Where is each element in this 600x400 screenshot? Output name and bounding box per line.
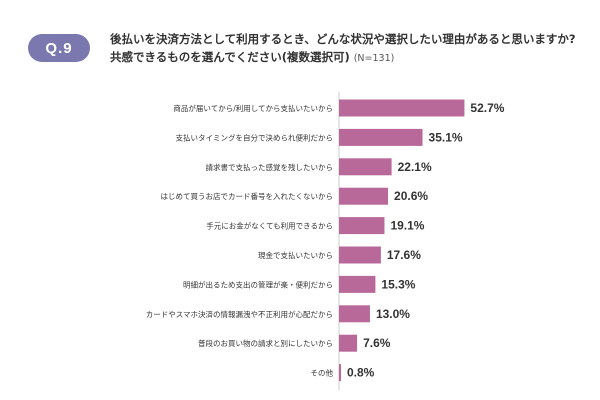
value-label: 19.1%: [390, 219, 424, 233]
value-label: 52.7%: [470, 101, 504, 115]
category-label: 支払いタイミングを自分で決められ便利だから: [176, 132, 334, 142]
value-label: 15.3%: [381, 277, 415, 291]
value-label: 17.6%: [387, 248, 421, 262]
bar: [339, 217, 385, 235]
value-label: 13.0%: [376, 307, 410, 321]
bar: [339, 128, 423, 146]
value-label: 20.6%: [394, 189, 428, 203]
question-number-badge: Q.9: [28, 34, 90, 62]
value-label: 35.1%: [429, 130, 463, 144]
category-label: その他: [311, 368, 334, 378]
category-label: 明細が出るため支出の管理が楽・便利だから: [183, 279, 333, 289]
category-label: 手元にお金がなくても利用できるから: [206, 221, 333, 231]
respondent-count: (N=131): [353, 53, 395, 64]
bar: [339, 99, 465, 117]
category-label: カードやスマホ決済の情報漏洩や不正利用が心配だから: [146, 309, 333, 319]
bar: [339, 275, 376, 293]
question-text: 後払いを決済方法として利用するとき、どんな状況や選択したい理由があると思いますか…: [110, 30, 580, 68]
bar: [339, 187, 389, 205]
category-label: 普段のお買い物の請求と別にしたいから: [198, 338, 333, 348]
bar: [339, 246, 381, 264]
value-label: 22.1%: [398, 160, 432, 174]
value-label: 0.8%: [347, 366, 375, 380]
bar: [339, 334, 358, 352]
question-title: 後払いを決済方法として利用するとき、どんな状況や選択したい理由があると思いますか…: [110, 32, 576, 64]
bar: [339, 364, 341, 382]
value-label: 7.6%: [363, 336, 391, 350]
category-label: 請求書で支払った感覚を残したいから: [206, 162, 334, 172]
category-label: 商品が届いてから/利用してから支払いたいから: [173, 103, 333, 113]
bar: [339, 158, 392, 176]
bar: [339, 305, 370, 323]
bars-group: 商品が届いてから/利用してから支払いたいから 52.7% 支払いタイミングを自分で決…: [146, 99, 505, 382]
category-label: はじめて買うお店でカード番号を入れたくないから: [161, 191, 334, 201]
category-label: 現金で支払いたいから: [258, 250, 333, 260]
